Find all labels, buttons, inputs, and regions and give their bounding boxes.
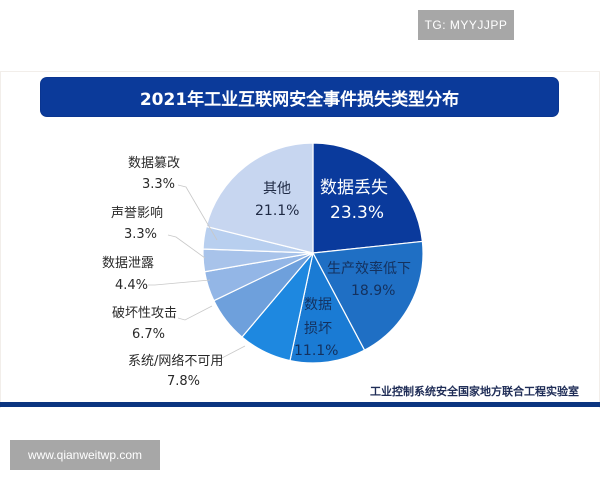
label-corruption-pct: 11.1% (294, 343, 339, 359)
label-leak-name: 数据泄露 (102, 256, 155, 271)
label-attack-name: 破坏性攻击 (112, 306, 178, 321)
label-productivity-pct: 18.9% (351, 283, 396, 299)
chart-title: 2021年工业互联网安全事件损失类型分布 (41, 78, 558, 116)
label-corruption-name2: 损坏 (304, 321, 332, 337)
bottom-rule (0, 402, 600, 407)
watermark-bottom: www.qianweitwp.com (10, 440, 160, 470)
pie-slice (205, 142, 314, 254)
leader-line (177, 305, 213, 321)
leader-line (177, 184, 218, 241)
label-reputation-name: 声誉影响 (111, 206, 164, 221)
leader-line (167, 234, 206, 259)
label-unavailable-pct: 7.8% (167, 374, 201, 389)
label-productivity-name: 生产效率低下 (327, 261, 411, 277)
pie-slices (202, 142, 424, 364)
label-data-loss-pct: 23.3% (330, 203, 385, 223)
watermark-top: TG: MYYJJPP (418, 10, 514, 40)
label-unavailable-name: 系统/网络不可用 (128, 354, 224, 369)
leader-line (215, 345, 246, 359)
label-other-pct: 21.1% (255, 203, 300, 219)
source-credit: 工业控制系统安全国家地方联合工程实验室 (370, 385, 579, 398)
leader-lines (148, 184, 246, 359)
pie-slice (312, 142, 424, 254)
label-tamper-name: 数据篡改 (128, 156, 181, 171)
leader-line (148, 279, 211, 286)
label-tamper-pct: 3.3% (142, 177, 176, 192)
label-other-name: 其他 (263, 181, 291, 197)
pie-slice (289, 251, 366, 364)
label-corruption-name: 数据 (304, 297, 332, 313)
label-attack-pct: 6.7% (132, 327, 166, 342)
label-data-loss-name: 数据丢失 (320, 178, 388, 198)
pie-slice (312, 240, 424, 352)
label-reputation-pct: 3.3% (124, 227, 158, 242)
label-leak-pct: 4.4% (115, 278, 149, 293)
